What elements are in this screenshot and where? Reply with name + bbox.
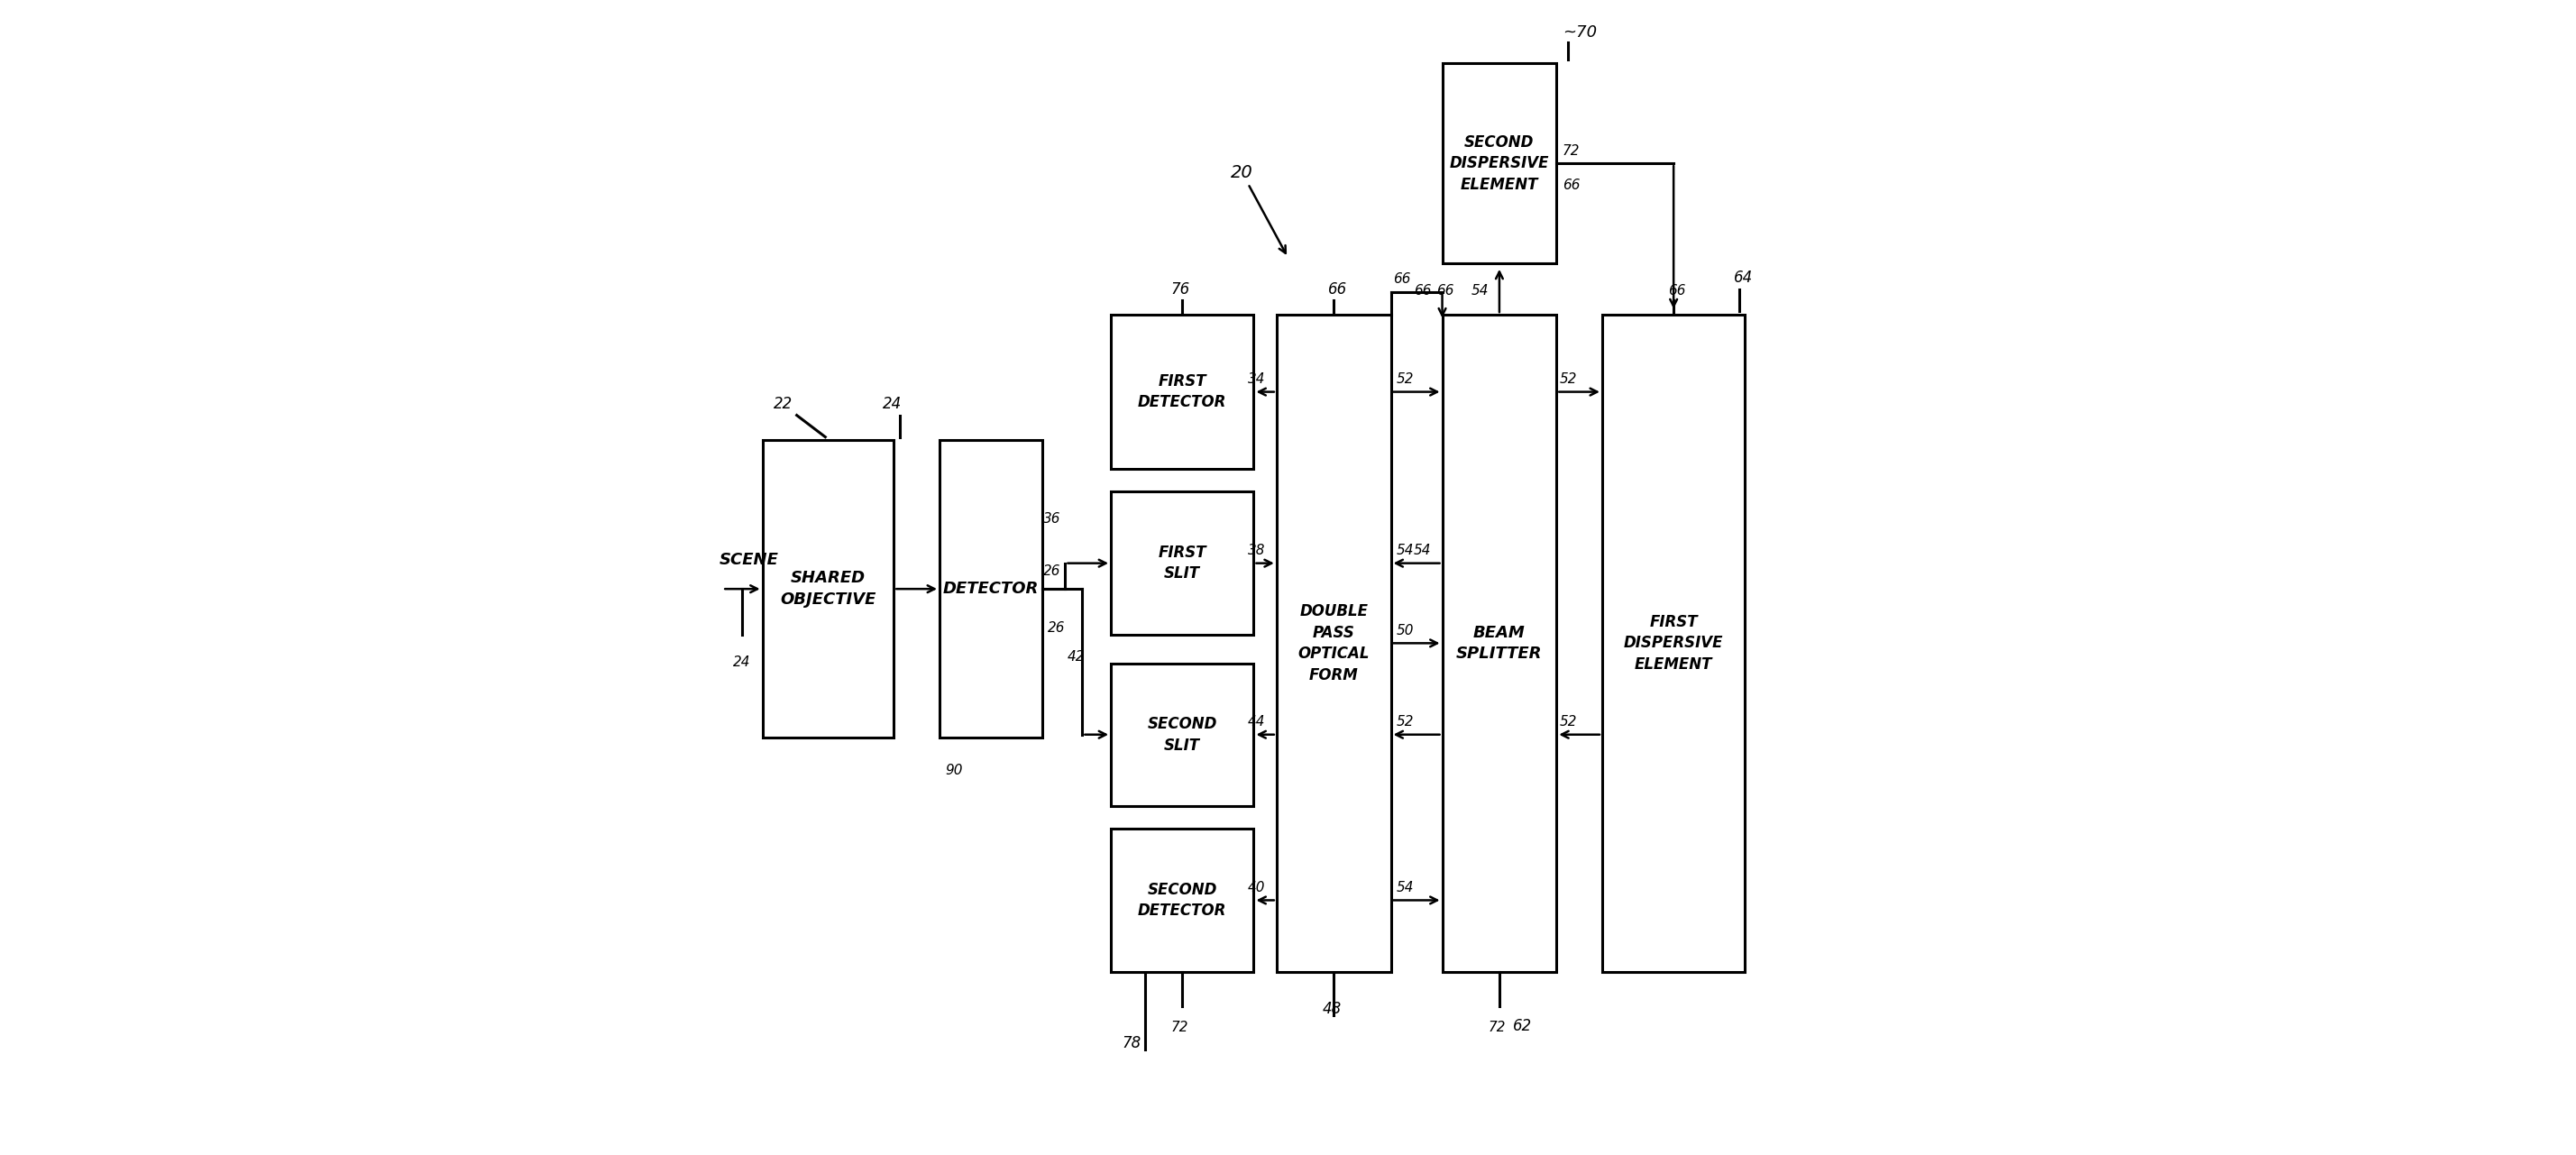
Text: 78: 78 [1123,1035,1141,1052]
Text: 52: 52 [1561,715,1577,729]
Text: 62: 62 [1512,1019,1533,1035]
Text: ~70: ~70 [1561,24,1597,40]
Text: 54: 54 [1471,284,1489,298]
Text: 54: 54 [1414,544,1432,558]
Text: 36: 36 [1043,513,1061,526]
Bar [1110,663,1255,806]
Text: SECOND
DETECTOR: SECOND DETECTOR [1139,881,1226,919]
Text: 52: 52 [1561,373,1577,386]
Text: FIRST
DETECTOR: FIRST DETECTOR [1139,373,1226,410]
Text: 66: 66 [1414,284,1432,298]
Text: 50: 50 [1396,624,1414,638]
Text: 20: 20 [1231,164,1285,253]
Text: 90: 90 [945,763,963,777]
Text: 24: 24 [884,396,902,412]
Text: 66: 66 [1667,284,1685,298]
Text: 66: 66 [1437,284,1453,298]
Text: 72: 72 [1561,144,1579,157]
Text: SHARED
OBJECTIVE: SHARED OBJECTIVE [781,571,876,608]
Text: 72: 72 [1489,1021,1504,1035]
Text: SECOND
SLIT: SECOND SLIT [1146,716,1218,753]
Text: BEAM
SPLITTER: BEAM SPLITTER [1455,625,1543,662]
Text: 38: 38 [1247,544,1265,558]
Bar [1110,829,1255,971]
Bar [1278,314,1391,971]
Bar [1443,64,1556,263]
Bar [762,440,894,737]
Text: 66: 66 [1329,282,1347,298]
Text: SECOND
DISPERSIVE
ELEMENT: SECOND DISPERSIVE ELEMENT [1450,134,1548,193]
Bar [940,440,1043,737]
Text: 22: 22 [773,396,793,412]
Text: 72: 72 [1172,1021,1188,1035]
Text: 66: 66 [1561,178,1579,192]
Text: DETECTOR: DETECTOR [943,581,1038,597]
Text: 76: 76 [1172,282,1190,298]
Text: 54: 54 [1396,881,1414,894]
Text: 26: 26 [1048,621,1066,634]
Text: 44: 44 [1247,715,1265,729]
Bar [1602,314,1744,971]
Text: SCENE: SCENE [719,552,778,568]
Text: 26: 26 [1043,564,1061,578]
Text: FIRST
SLIT: FIRST SLIT [1159,544,1206,582]
Text: 34: 34 [1247,373,1265,386]
Bar [1110,314,1255,469]
Bar [1110,492,1255,634]
Text: 52: 52 [1396,715,1414,729]
Text: 54: 54 [1396,544,1414,558]
Text: 66: 66 [1394,273,1412,286]
Text: 64: 64 [1734,270,1752,286]
Text: 24: 24 [732,655,750,669]
Text: 42: 42 [1066,649,1084,663]
Text: 40: 40 [1247,881,1265,894]
Text: 48: 48 [1321,1001,1342,1018]
Text: DOUBLE
PASS
OPTICAL
FORM: DOUBLE PASS OPTICAL FORM [1298,603,1370,684]
Text: FIRST
DISPERSIVE
ELEMENT: FIRST DISPERSIVE ELEMENT [1623,613,1723,672]
Bar [1443,314,1556,971]
Text: 52: 52 [1396,373,1414,386]
